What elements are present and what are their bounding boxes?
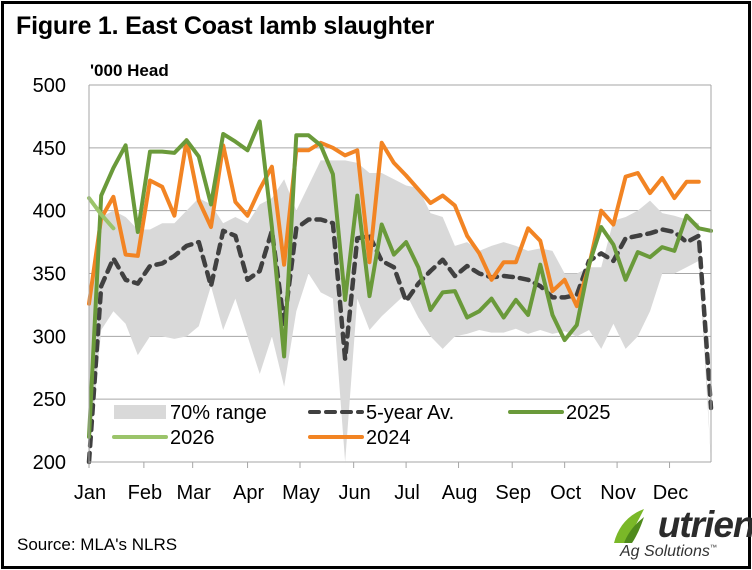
- x-tick-label-jun: Jun: [339, 482, 371, 504]
- chart-title: Figure 1. East Coast lamb slaughter: [16, 12, 435, 40]
- y-tick-label-350: 350: [33, 264, 66, 286]
- legend-2026-label: 2026: [170, 427, 215, 449]
- axes: [88, 85, 712, 468]
- x-tick-label-may: May: [282, 482, 320, 504]
- logo-name: utrien: [657, 504, 752, 545]
- range-band: [89, 160, 711, 462]
- legend-70-range-swatch: [114, 405, 166, 419]
- y-tick-label-450: 450: [33, 138, 66, 160]
- series-line-2025: [87, 119, 713, 439]
- y-axis-unit-label: '000 Head: [90, 61, 169, 80]
- logo-wordmark: Nutrien: [632, 505, 752, 545]
- x-tick-label-jul: Jul: [394, 482, 420, 504]
- y-tick-labels: 200 250 300 350 400 450 500: [33, 75, 66, 474]
- x-tick-label-feb: Feb: [128, 482, 162, 504]
- x-tick-label-nov: Nov: [600, 482, 636, 504]
- logo-subtitle-text: Ag Solutions: [620, 543, 710, 560]
- legend-70-range-label: 70% range: [170, 402, 267, 424]
- nutrien-logo: Nutrien Ag Solutions™: [604, 505, 752, 565]
- x-tick-labels: Jan Feb Mar Apr May Jun Jul Aug Sep Oct Nov Dec: [74, 482, 688, 504]
- y-tick-label-200: 200: [33, 452, 66, 474]
- trademark: ™: [709, 544, 717, 552]
- x-tick-label-aug: Aug: [442, 482, 478, 504]
- legend-2025-label: 2025: [566, 402, 611, 424]
- y-tick-label-500: 500: [33, 75, 66, 97]
- series-line-2024: [87, 138, 701, 309]
- legend-5-year-av--label: 5-year Av.: [366, 402, 454, 424]
- x-tick-label-mar: Mar: [176, 482, 211, 504]
- legend-2024-label: 2024: [366, 427, 411, 449]
- x-tick-label-oct: Oct: [550, 482, 582, 504]
- series-lines: [86, 119, 714, 465]
- range-band-area: [89, 160, 711, 462]
- y-tick-label-400: 400: [33, 201, 66, 223]
- x-tick-label-dec: Dec: [653, 482, 689, 504]
- x-tick-label-jan: Jan: [74, 482, 106, 504]
- logo-subtitle: Ag Solutions™: [620, 543, 717, 561]
- y-tick-label-300: 300: [33, 326, 66, 348]
- source-note: Source: MLA's NLRS: [17, 535, 178, 554]
- x-tick-label-sep: Sep: [495, 482, 531, 504]
- series-line-5-year-av-: [86, 217, 714, 465]
- series-line-2026: [87, 196, 116, 231]
- leaf-icon: [614, 509, 644, 543]
- legend: 70% range 5-year Av. 2025 2026 2024: [112, 402, 611, 449]
- y-tick-label-250: 250: [33, 389, 66, 411]
- x-tick-label-apr: Apr: [233, 482, 264, 504]
